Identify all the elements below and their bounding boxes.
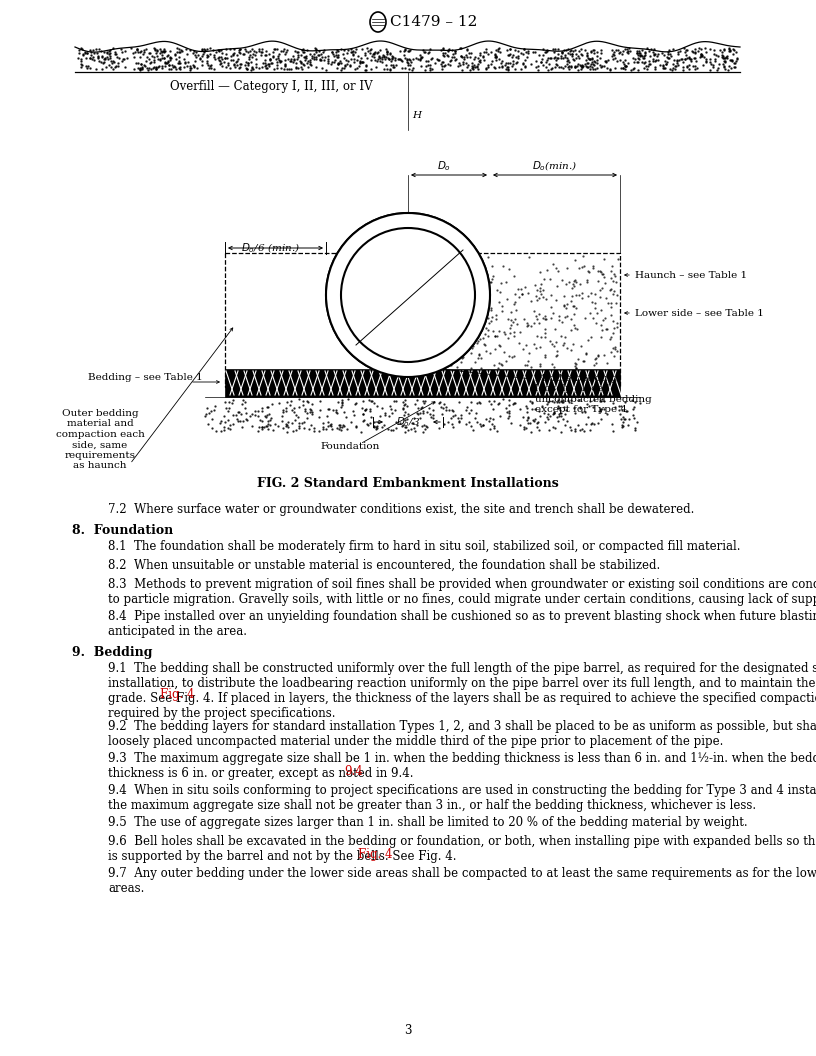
Text: Outer bedding
material and
compaction each
side, same
requirements
as haunch: Outer bedding material and compaction ea…: [55, 409, 144, 470]
Circle shape: [341, 228, 475, 362]
Text: 8.  Foundation: 8. Foundation: [72, 524, 173, 538]
Text: Fig. 4: Fig. 4: [358, 848, 392, 861]
Text: 8.1  The foundation shall be moderately firm to hard in situ soil, stabilized so: 8.1 The foundation shall be moderately f…: [108, 540, 740, 553]
Text: 9.1  The bedding shall be constructed uniformly over the full length of the pipe: 9.1 The bedding shall be constructed uni…: [108, 662, 816, 720]
Text: $D_o$/3: $D_o$/3: [396, 415, 420, 429]
Text: 9.3  The maximum aggregate size shall be 1 in. when the bedding thickness is les: 9.3 The maximum aggregate size shall be …: [108, 752, 816, 780]
Text: Foundation: Foundation: [321, 442, 379, 451]
Text: $D_o$(min.): $D_o$(min.): [532, 159, 578, 173]
Text: Fig. 4: Fig. 4: [160, 689, 194, 701]
Bar: [225, 369, 620, 397]
Text: 9.4  When in situ soils conforming to project specifications are used in constru: 9.4 When in situ soils conforming to pro…: [108, 784, 816, 812]
Text: 9.7  Any outer bedding under the lower side areas shall be compacted to at least: 9.7 Any outer bedding under the lower si…: [108, 867, 816, 895]
Text: 8.2  When unsuitable or unstable material is encountered, the foundation shall b: 8.2 When unsuitable or unstable material…: [108, 559, 660, 572]
Text: H: H: [412, 111, 421, 119]
Text: $D_o$: $D_o$: [437, 159, 451, 173]
Text: 7.2  Where surface water or groundwater conditions exist, the site and trench sh: 7.2 Where surface water or groundwater c…: [108, 503, 694, 516]
Text: 9.6  Bell holes shall be excavated in the bedding or foundation, or both, when i: 9.6 Bell holes shall be excavated in the…: [108, 835, 816, 863]
Text: 9.5  The use of aggregate sizes larger than 1 in. shall be limited to 20 % of th: 9.5 The use of aggregate sizes larger th…: [108, 816, 747, 829]
Circle shape: [326, 213, 490, 377]
Text: Haunch – see Table 1: Haunch – see Table 1: [635, 270, 747, 280]
Text: 9.2  The bedding layers for standard installation Types 1, 2, and 3 shall be pla: 9.2 The bedding layers for standard inst…: [108, 720, 816, 748]
Text: Overfill — Category I, II, III, or IV: Overfill — Category I, II, III, or IV: [170, 80, 373, 93]
Text: Lower side – see Table 1: Lower side – see Table 1: [635, 308, 764, 318]
Text: 8.3  Methods to prevent migration of soil fines shall be provided when groundwat: 8.3 Methods to prevent migration of soil…: [108, 578, 816, 606]
Text: $D_o$/6 (min.): $D_o$/6 (min.): [241, 241, 300, 254]
Text: FIG. 2 Standard Embankment Installations: FIG. 2 Standard Embankment Installations: [257, 477, 559, 490]
Text: 8.4  Pipe installed over an unyielding foundation shall be cushioned so as to pr: 8.4 Pipe installed over an unyielding fo…: [108, 610, 816, 638]
Text: Middle bedding
loosely placed
uncompacted bedding
except for Type 4: Middle bedding loosely placed uncompacte…: [535, 374, 652, 414]
Text: 9.  Bedding: 9. Bedding: [72, 646, 153, 659]
Text: $D_i$: $D_i$: [416, 305, 429, 321]
Circle shape: [341, 228, 475, 362]
Text: C1479 – 12: C1479 – 12: [390, 15, 477, 29]
Text: Bedding – see Table 1: Bedding – see Table 1: [88, 373, 202, 381]
Text: 9.4: 9.4: [344, 765, 363, 778]
Bar: [225, 253, 620, 386]
Text: 3: 3: [404, 1023, 412, 1037]
